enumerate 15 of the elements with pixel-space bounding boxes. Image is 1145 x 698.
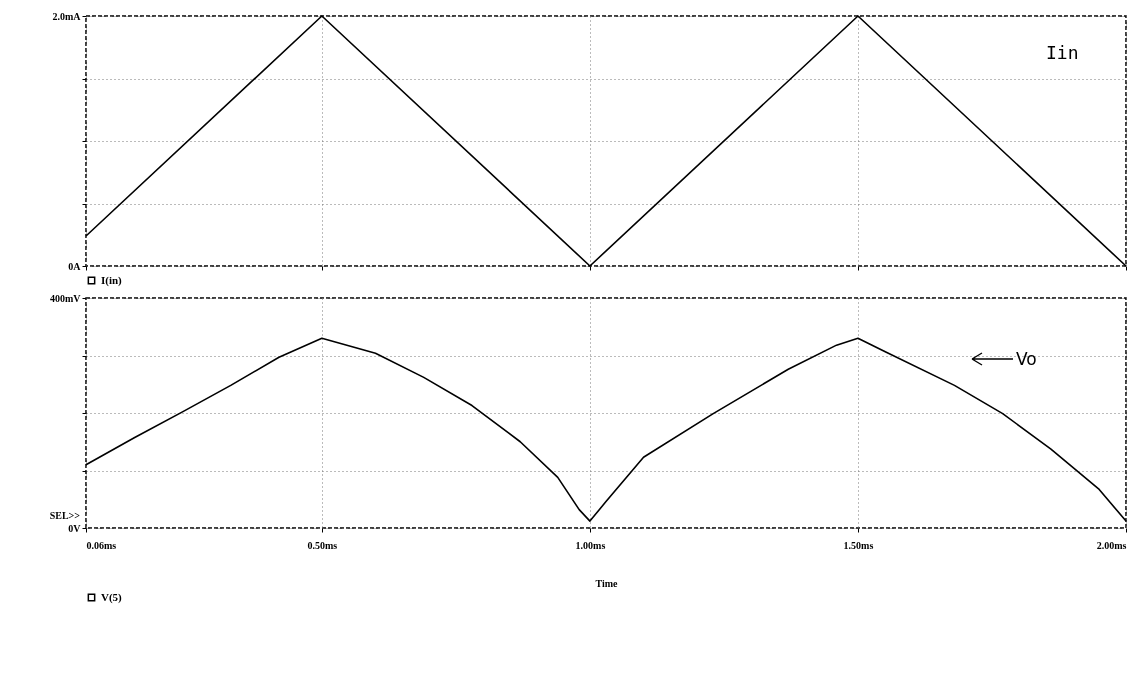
x-tick-label: 0.50ms [307,539,338,551]
annotation: Vo [1016,349,1037,369]
y-tick-label: 0V [68,522,82,534]
legend-label: V(5) [101,590,123,604]
annotation: Iin [1046,42,1079,63]
y-tick-label: 0A [68,260,82,272]
x-tick-label: 2.00ms [1096,539,1127,551]
x-axis-title: Time [595,577,619,589]
x-tick-label: 0.06ms [86,539,117,551]
x-tick-label: 1.50ms [843,539,874,551]
y-tick-label: 400mV [49,292,82,304]
legend-label: I(in) [101,273,123,287]
text: SEL>> [49,510,81,521]
x-tick-label: 1.00ms [575,539,606,551]
y-tick-label: 2.0mA [52,10,82,22]
